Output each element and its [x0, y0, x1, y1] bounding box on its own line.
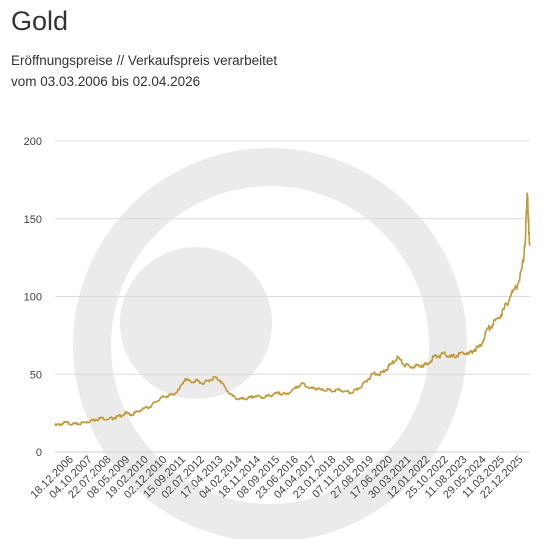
chart-title: Gold [11, 6, 69, 36]
y-tick-label: 50 [30, 369, 42, 381]
y-tick-label: 100 [24, 292, 42, 304]
date-range: vom 03.03.2006 bis 02.04.2026 [11, 74, 201, 89]
chart-subtitle: Eröffnungspreise // Verkaufspreis verarb… [11, 53, 278, 68]
y-tick-label: 200 [24, 136, 42, 148]
y-axis: 0 50 100 150 200 [24, 136, 42, 459]
y-tick-label: 0 [36, 447, 42, 459]
series-layer [54, 192, 531, 427]
y-tick-label: 150 [24, 214, 42, 226]
grid-lines [55, 140, 530, 453]
watermark-logo [73, 148, 467, 539]
watermark-inner-dot [120, 247, 272, 399]
watermark-outer-ring [73, 148, 467, 539]
x-axis: 18.12.200604.10.200722.07.200808.05.2009… [28, 454, 525, 501]
gold-price-line [54, 192, 531, 427]
